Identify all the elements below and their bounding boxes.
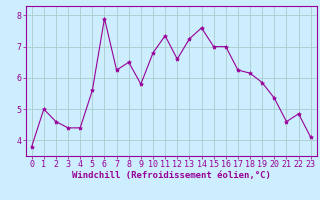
X-axis label: Windchill (Refroidissement éolien,°C): Windchill (Refroidissement éolien,°C)	[72, 171, 271, 180]
